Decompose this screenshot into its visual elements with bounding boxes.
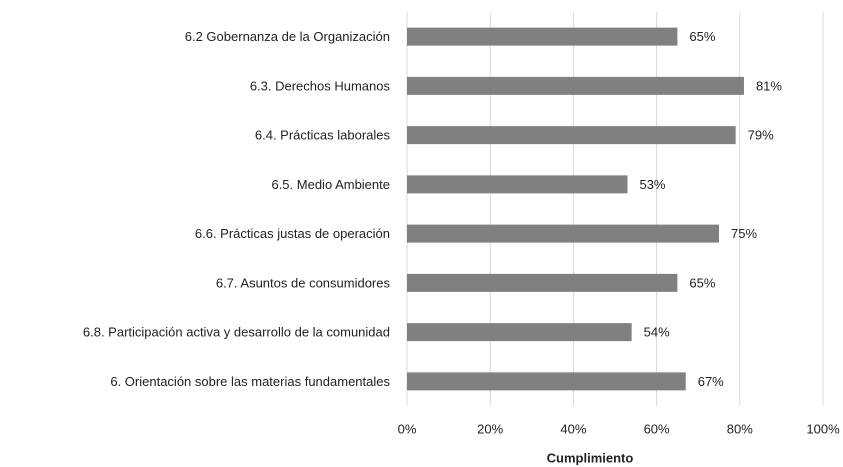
x-tick-label: 20% xyxy=(477,421,503,436)
data-label: 67% xyxy=(698,374,724,389)
y-tick-label: 6.2 Gobernanza de la Organización xyxy=(185,29,390,44)
data-label: 65% xyxy=(689,29,715,44)
y-tick-label: 6.6. Prácticas justas de operación xyxy=(195,226,390,241)
x-tick-label: 0% xyxy=(398,421,417,436)
bar xyxy=(407,323,632,342)
bar xyxy=(407,224,719,243)
data-label: 65% xyxy=(689,275,715,290)
x-tick-label: 60% xyxy=(644,421,670,436)
y-tick-label: 6. Orientación sobre las materias fundam… xyxy=(110,374,390,389)
x-axis-title: Cumplimiento xyxy=(547,450,634,465)
y-tick-label: 6.7. Asuntos de consumidores xyxy=(216,275,391,290)
bar xyxy=(407,76,744,95)
bar xyxy=(407,27,678,46)
bar xyxy=(407,175,628,194)
data-label: 81% xyxy=(756,78,782,93)
y-tick-label: 6.4. Prácticas laborales xyxy=(255,128,391,143)
x-tick-label: 80% xyxy=(727,421,753,436)
data-label: 54% xyxy=(644,325,670,340)
data-label: 53% xyxy=(639,177,665,192)
x-tick-label: 100% xyxy=(806,421,840,436)
bar xyxy=(407,126,736,145)
bar xyxy=(407,273,678,292)
y-tick-label: 6.3. Derechos Humanos xyxy=(250,78,391,93)
data-label: 79% xyxy=(748,128,774,143)
bar xyxy=(407,372,686,391)
data-label: 75% xyxy=(731,226,757,241)
y-tick-label: 6.5. Medio Ambiente xyxy=(271,177,390,192)
x-tick-label: 40% xyxy=(560,421,586,436)
y-tick-label: 6.8. Participación activa y desarrollo d… xyxy=(83,325,390,340)
